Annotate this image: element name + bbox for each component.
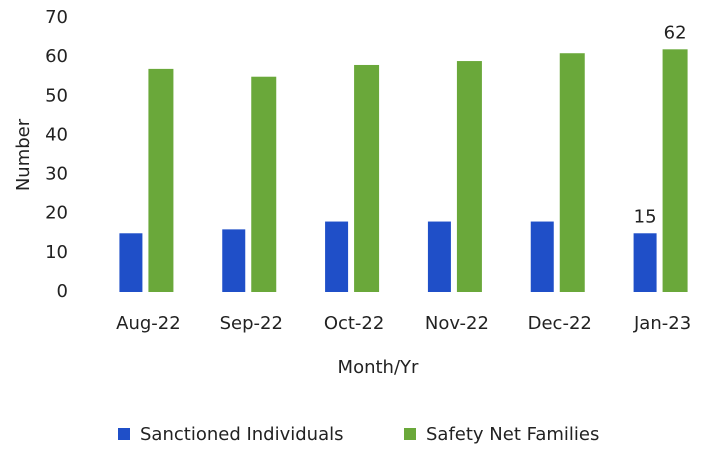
y-tick-label: 30 xyxy=(45,164,68,185)
y-tick-label: 10 xyxy=(45,242,68,263)
bar xyxy=(559,53,585,292)
data-label: 62 xyxy=(664,22,687,43)
y-axis-title: Number xyxy=(13,118,34,191)
bar xyxy=(148,68,174,292)
bar xyxy=(119,233,143,292)
bar xyxy=(222,229,246,292)
x-tick-label: Jan-23 xyxy=(633,313,691,334)
bar xyxy=(251,76,277,292)
y-tick-label: 40 xyxy=(45,124,68,145)
bar xyxy=(633,233,657,292)
x-tick-label: Dec-22 xyxy=(528,313,592,334)
legend-swatch xyxy=(404,428,416,440)
y-tick-label: 50 xyxy=(45,85,68,106)
legend-label: Sanctioned Individuals xyxy=(140,424,344,445)
x-tick-label: Oct-22 xyxy=(324,313,385,334)
bar xyxy=(427,221,451,292)
x-tick-label: Nov-22 xyxy=(425,313,489,334)
bar xyxy=(662,49,688,292)
legend-swatch xyxy=(118,428,130,440)
data-label: 15 xyxy=(634,206,657,227)
y-tick-label: 70 xyxy=(45,7,68,28)
bar xyxy=(456,61,482,292)
bar xyxy=(530,221,554,292)
bar xyxy=(325,221,349,292)
bar xyxy=(354,64,380,292)
y-tick-label: 0 xyxy=(57,281,68,302)
x-tick-label: Sep-22 xyxy=(220,313,283,334)
x-tick-label: Aug-22 xyxy=(116,313,181,334)
legend-label: Safety Net Families xyxy=(426,424,599,445)
y-tick-label: 20 xyxy=(45,203,68,224)
y-tick-label: 60 xyxy=(45,46,68,67)
x-axis-title: Month/Yr xyxy=(338,357,419,378)
